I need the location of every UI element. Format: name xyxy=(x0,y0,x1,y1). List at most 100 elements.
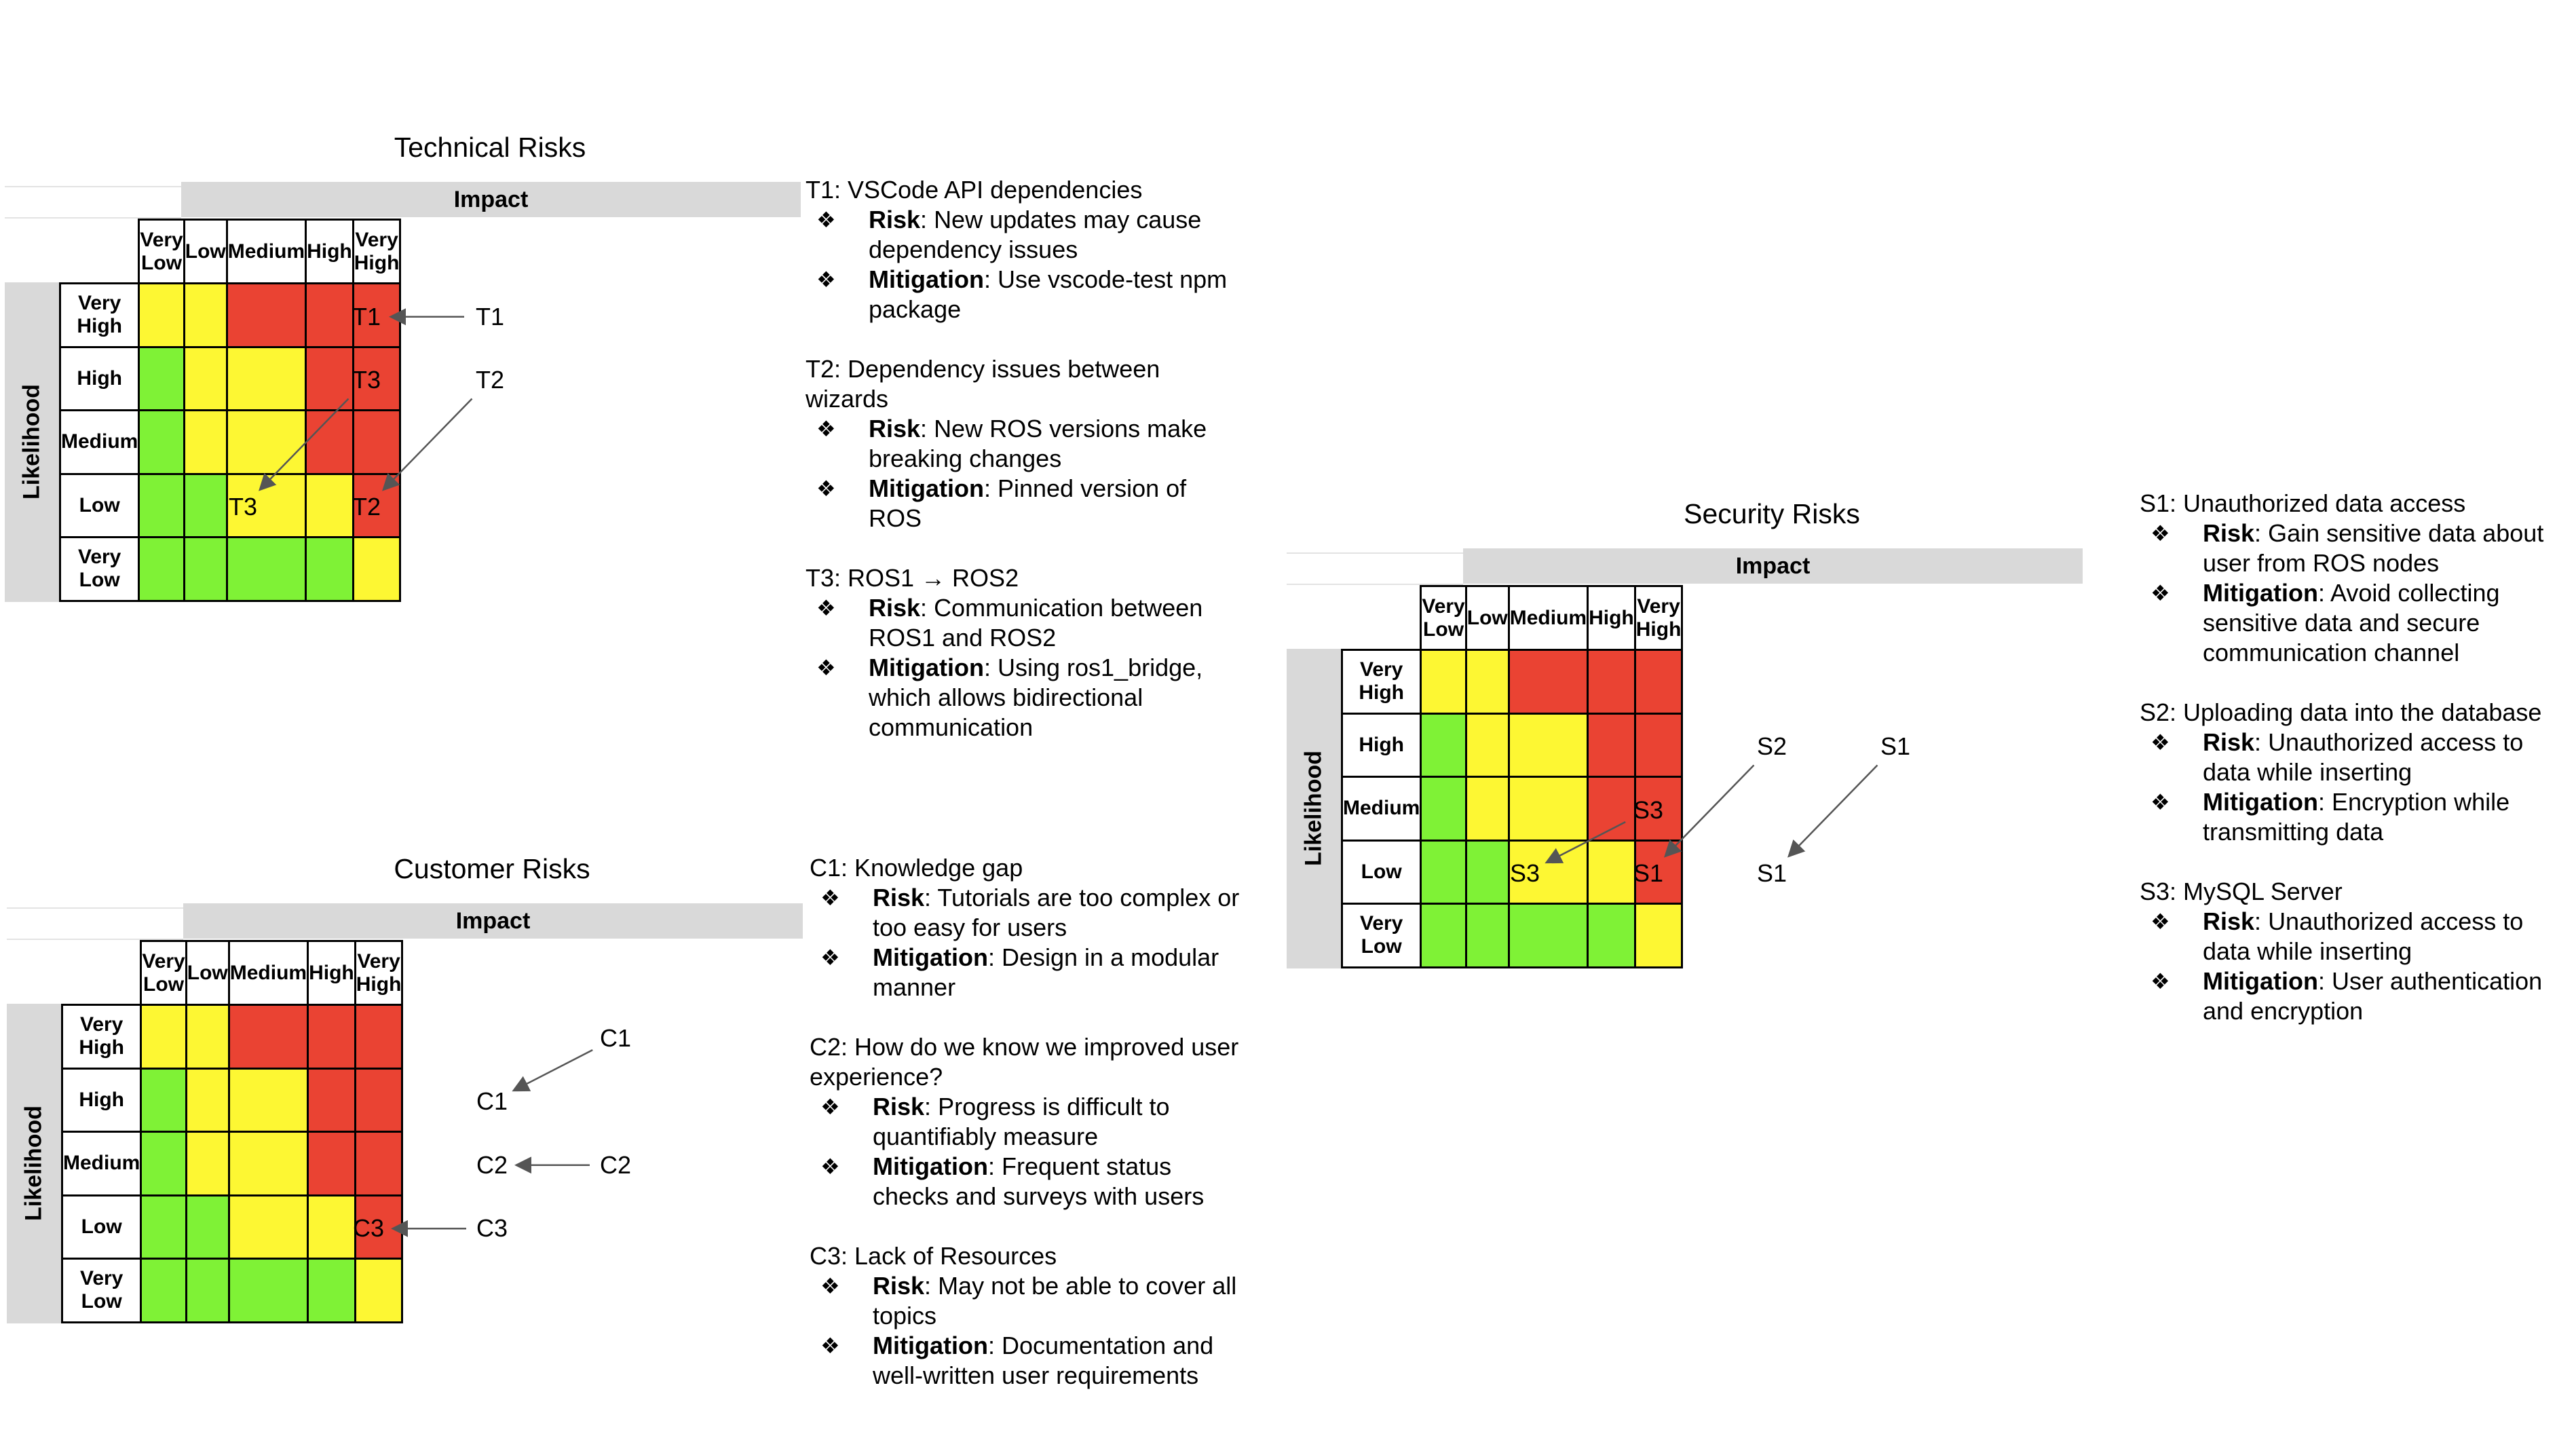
spacer xyxy=(2140,847,2574,877)
impact-level-header: Low xyxy=(183,219,228,284)
impact-level-header: Very Low xyxy=(1420,585,1467,651)
risk-bullet: ❖ Risk: Unauthorized access to data while… xyxy=(2140,728,2574,787)
mitigation-text: Encryption while transmitting data xyxy=(2203,788,2510,846)
colon: : xyxy=(2254,907,2269,935)
matrix-cell xyxy=(183,409,228,475)
impact-level-header: High xyxy=(307,940,356,1006)
risk-text: New updates may cause dependency issues xyxy=(869,206,1202,263)
risk-title: C3: Lack of Resources xyxy=(810,1242,1057,1270)
matrix-cell xyxy=(1464,839,1510,905)
bullet-diamond-icon: ❖ xyxy=(2151,909,2170,934)
matrix-cell xyxy=(1633,649,1684,715)
colon: : xyxy=(2254,519,2269,547)
risk-title: T3: ROS1 → ROS2 xyxy=(806,564,1019,592)
risk-bullet: ❖ Risk: Unauthorized access to data while… xyxy=(2140,907,2574,966)
matrix-cell xyxy=(354,1258,404,1323)
likelihood-level-header: High xyxy=(60,1067,143,1133)
colon: : xyxy=(2317,788,2332,816)
risk-marker-t1: T1 xyxy=(475,302,505,331)
gridline xyxy=(5,217,181,219)
colon: : xyxy=(983,654,998,681)
risk-text: Unauthorized access to data while insert… xyxy=(2203,728,2524,786)
risk-label: Risk xyxy=(869,415,921,442)
risk-marker-t2: T2 xyxy=(475,366,505,394)
matrix-cell xyxy=(1633,712,1684,778)
bullet-diamond-icon: ❖ xyxy=(816,656,836,680)
likelihood-level-header: Very Low xyxy=(1340,903,1422,968)
gridline xyxy=(1287,584,1463,585)
risk-text: Progress is difficult to quantifiably me… xyxy=(873,1093,1170,1150)
technical-matrix-grid: Very Low Low Medium High Very High Very High H… xyxy=(58,219,402,602)
bullet-diamond-icon: ❖ xyxy=(2151,969,2170,994)
bullet-diamond-icon: ❖ xyxy=(2151,730,2170,755)
colon: : xyxy=(2317,579,2330,607)
technical-matrix-title: Technical Risks xyxy=(394,132,586,163)
matrix-cell xyxy=(225,409,307,475)
matrix-cell xyxy=(185,1131,230,1196)
gridline xyxy=(7,939,183,940)
colon: : xyxy=(920,415,934,442)
technical-risk-notes: T1: VSCode API dependencies ❖ Risk: New up… xyxy=(806,175,1240,742)
bullet-diamond-icon: ❖ xyxy=(820,1154,840,1179)
matrix-cell xyxy=(1507,903,1589,968)
mitigation-text: Use vscode-test npm package xyxy=(869,265,1228,323)
risk-text: Unauthorized access to data while insert… xyxy=(2203,907,2524,965)
matrix-cell xyxy=(1464,903,1510,968)
risk-arrow xyxy=(1664,764,1755,858)
impact-level-header: Medium xyxy=(227,940,309,1006)
risk-text: Tutorials are too complex or too easy fo… xyxy=(873,884,1240,941)
bullet-diamond-icon: ❖ xyxy=(2151,790,2170,814)
likelihood-level-header: Very High xyxy=(1340,649,1422,715)
colon: : xyxy=(987,1152,1002,1180)
mitigation-text: Documentation and well-written user requ… xyxy=(873,1332,1214,1389)
risk-label: Risk xyxy=(2203,907,2255,935)
matrix-cell xyxy=(138,409,185,475)
colon: : xyxy=(924,1093,939,1120)
matrix-cell xyxy=(1420,839,1467,905)
likelihood-level-header: Very Low xyxy=(58,536,140,602)
risk-marker-t3: T3 xyxy=(352,366,381,394)
matrix-cell xyxy=(140,1258,187,1323)
mitigation-label: Mitigation xyxy=(869,265,984,293)
impact-axis-label: Impact xyxy=(1463,548,2083,584)
bullet-diamond-icon: ❖ xyxy=(816,208,836,232)
matrix-cell xyxy=(225,536,307,602)
matrix-cell xyxy=(185,1258,230,1323)
matrix-cell xyxy=(185,1067,230,1133)
matrix-cell xyxy=(1420,903,1467,968)
risk-title: T1: VSCode API dependencies xyxy=(806,176,1143,204)
matrix-cell xyxy=(140,1131,187,1196)
risk-marker-c1: C1 xyxy=(476,1087,508,1116)
matrix-cell xyxy=(354,1067,404,1133)
impact-level-header: Very High xyxy=(1633,585,1684,651)
impact-level-header: Very Low xyxy=(138,219,185,284)
matrix-cell xyxy=(1507,776,1589,842)
bullet-diamond-icon: ❖ xyxy=(2151,581,2170,605)
matrix-cell xyxy=(138,345,185,411)
colon: : xyxy=(987,943,1002,971)
security-risk-notes: S1: Unauthorized data access ❖ Risk: Gain … xyxy=(2140,489,2574,1026)
likelihood-level-header: Very High xyxy=(58,282,140,348)
matrix-cell xyxy=(1507,712,1589,778)
risk-marker-c2: C2 xyxy=(476,1150,508,1179)
matrix-cell xyxy=(307,1004,356,1070)
likelihood-level-header: Low xyxy=(58,472,140,538)
mitigation-label: Mitigation xyxy=(869,654,984,681)
mitigation-label: Mitigation xyxy=(869,474,984,502)
risk-text: Gain sensitive data about user from ROS … xyxy=(2203,519,2544,577)
impact-level-header: Very Low xyxy=(140,940,187,1006)
colon: : xyxy=(924,884,938,911)
risk-label: Risk xyxy=(869,594,921,622)
likelihood-level-header: Medium xyxy=(60,1131,143,1196)
colon: : xyxy=(920,206,934,233)
matrix-cell xyxy=(225,282,307,348)
mitigation-bullet: ❖ Mitigation: Encryption while transmitti… xyxy=(2140,787,2574,847)
mitigation-bullet: ❖ Mitigation: User authentication and enc… xyxy=(2140,966,2574,1026)
matrix-cell xyxy=(227,1258,309,1323)
mitigation-text: User authentication and encryption xyxy=(2203,967,2543,1025)
matrix-cell xyxy=(227,1131,309,1196)
likelihood-level-header: Very High xyxy=(60,1004,143,1070)
matrix-cell xyxy=(354,1131,404,1196)
